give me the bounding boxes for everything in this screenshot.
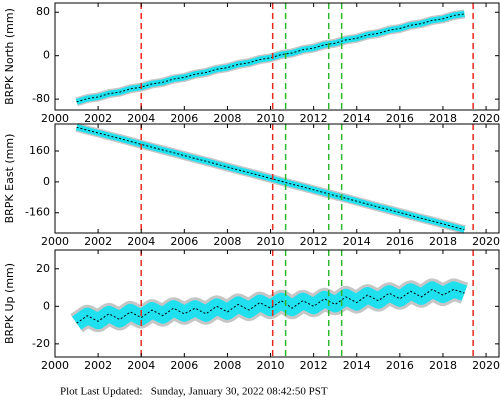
- x-tick-label: 2008: [213, 235, 241, 248]
- x-tick-label: 2000: [41, 359, 69, 372]
- x-tick-label: 2002: [84, 112, 112, 125]
- y-tick-label: 160: [29, 144, 50, 157]
- x-tick-label: 2008: [213, 359, 241, 372]
- x-tick-label: 2008: [213, 112, 241, 125]
- x-tick-label: 2018: [429, 112, 457, 125]
- data-line: [72, 281, 468, 330]
- footer: Plot Last Updated: Sunday, January 30, 2…: [60, 386, 328, 398]
- x-tick-label: 2020: [472, 359, 500, 372]
- x-tick-label: 2002: [84, 359, 112, 372]
- y-axis-label: BRPK North (mm): [3, 8, 16, 105]
- x-tick-label: 2012: [300, 112, 328, 125]
- x-tick-label: 2012: [300, 359, 328, 372]
- y-axis-label: BRPK Up (mm): [3, 263, 16, 344]
- x-tick-label: 2018: [429, 359, 457, 372]
- plot-frame: [54, 249, 500, 358]
- plot-frame: [54, 123, 500, 234]
- x-tick-label: 2004: [127, 359, 155, 372]
- y-tick-label: -80: [32, 92, 50, 105]
- x-tick-label: 2018: [429, 235, 457, 248]
- y-tick-label: 80: [36, 5, 50, 18]
- x-tick-label: 2014: [343, 359, 371, 372]
- y-tick-label: -160: [25, 206, 50, 219]
- x-tick-label: 2006: [170, 359, 198, 372]
- x-tick-label: 2004: [127, 112, 155, 125]
- y-tick-label: 0: [43, 299, 50, 312]
- x-tick-label: 2000: [41, 235, 69, 248]
- x-tick-label: 2010: [257, 112, 285, 125]
- y-axis-label: BRPK East (mm): [3, 134, 16, 224]
- y-tick-label: 0: [43, 175, 50, 188]
- x-tick-label: 2006: [170, 235, 198, 248]
- x-tick-label: 2000: [41, 112, 69, 125]
- x-tick-label: 2016: [386, 112, 414, 125]
- y-tick-label: 0: [43, 49, 50, 62]
- x-tick-label: 2016: [386, 235, 414, 248]
- model-line: [76, 126, 465, 231]
- x-tick-label: 2020: [472, 235, 500, 248]
- x-tick-label: 2004: [127, 235, 155, 248]
- plot-frame: [54, 2, 500, 111]
- x-tick-label: 2010: [257, 235, 285, 248]
- x-tick-label: 2020: [472, 112, 500, 125]
- data-line: [75, 10, 465, 105]
- x-tick-label: 2014: [343, 112, 371, 125]
- x-tick-label: 2012: [300, 235, 328, 248]
- x-tick-label: 2014: [343, 235, 371, 248]
- x-tick-label: 2016: [386, 359, 414, 372]
- x-tick-label: 2006: [170, 112, 198, 125]
- model-line: [76, 13, 465, 103]
- y-tick-label: 20: [36, 262, 50, 275]
- x-tick-label: 2010: [257, 359, 285, 372]
- y-tick-label: -20: [32, 337, 50, 350]
- x-tick-label: 2002: [84, 235, 112, 248]
